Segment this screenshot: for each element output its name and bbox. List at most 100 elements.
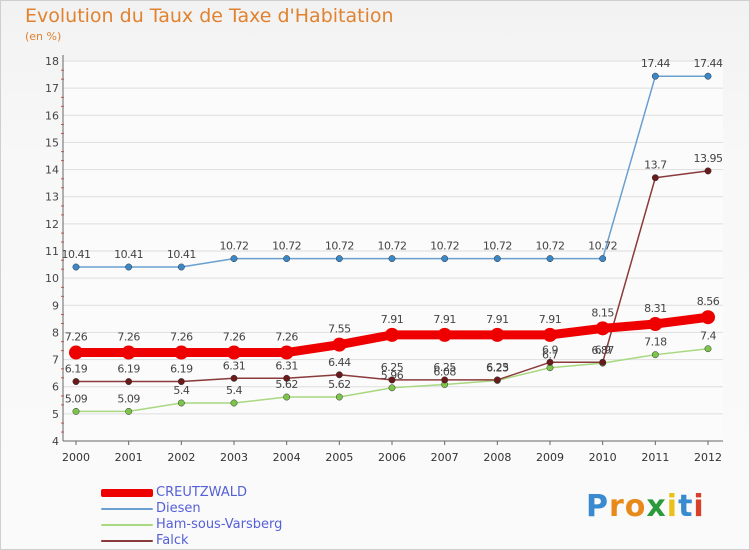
data-label: 6.19 [117, 363, 140, 376]
data-point [177, 263, 185, 271]
legend-label: Ham-sous-Varsberg [156, 517, 283, 532]
y-tick-label: 7 [52, 354, 59, 367]
x-tick-label: 2012 [694, 451, 722, 464]
data-label: 6.9 [595, 343, 611, 356]
data-point [125, 263, 133, 271]
data-point [227, 345, 241, 360]
data-point [493, 255, 501, 263]
y-tick-label: 18 [45, 55, 59, 68]
data-label: 7.26 [170, 331, 193, 344]
x-tick-label: 2001 [115, 451, 143, 464]
logo-letter: i [666, 489, 679, 524]
data-label: 13.7 [644, 159, 667, 172]
data-point [441, 376, 449, 384]
data-label: 17.44 [694, 57, 723, 70]
x-tick-label: 2004 [273, 451, 301, 464]
legend-label: CREUTZWALD [156, 485, 247, 500]
data-label: 6.31 [223, 359, 246, 372]
data-label: 6.7 [542, 349, 558, 362]
y-tick-label: 13 [45, 191, 59, 204]
data-point [546, 358, 554, 366]
data-label: 10.41 [167, 248, 196, 261]
x-tick-label: 2011 [641, 451, 669, 464]
data-point [332, 337, 347, 352]
data-label: 8.56 [697, 295, 720, 308]
x-tick-label: 2009 [536, 451, 564, 464]
data-point [704, 345, 712, 353]
logo-letter: t [678, 489, 694, 524]
x-tick-label: 2005 [325, 451, 353, 464]
data-point [651, 72, 659, 80]
data-label: 5.4 [226, 384, 242, 397]
data-point [704, 167, 712, 175]
data-label: 7.18 [644, 336, 667, 349]
data-label: 7.26 [65, 331, 88, 344]
x-tick-label: 2000 [62, 451, 90, 464]
y-tick-label: 6 [52, 381, 59, 394]
chart-title: Evolution du Taux de Taxe d'Habitation [25, 5, 394, 27]
data-label: 7.91 [381, 313, 404, 326]
data-label: 5.96 [381, 369, 404, 382]
y-tick-label: 10 [45, 272, 59, 285]
x-tick-label: 2007 [431, 451, 459, 464]
data-point [72, 378, 80, 386]
data-point [388, 376, 396, 384]
data-label: 6.25 [433, 361, 456, 374]
data-label: 10.72 [325, 240, 354, 253]
data-point [437, 327, 452, 342]
data-point [595, 321, 610, 336]
data-label: 5.4 [173, 384, 189, 397]
data-label: 7.91 [539, 313, 562, 326]
data-point [651, 174, 659, 182]
data-label: 17.44 [641, 57, 670, 70]
data-label: 7.26 [275, 331, 298, 344]
data-point [599, 255, 607, 263]
data-label: 10.72 [378, 240, 407, 253]
logo-letter: P [586, 489, 609, 524]
data-point [283, 393, 291, 401]
data-point [230, 255, 238, 263]
data-label: 5.62 [275, 378, 298, 391]
data-point [388, 384, 396, 392]
y-tick-label: 17 [45, 82, 59, 95]
data-label: 10.41 [114, 248, 143, 261]
data-point [283, 374, 291, 382]
y-tick-label: 16 [45, 109, 59, 122]
data-label: 7.26 [117, 331, 140, 344]
legend-label: Falck [156, 533, 189, 548]
data-point [230, 374, 238, 382]
data-point [599, 358, 607, 366]
data-label: 10.41 [62, 248, 91, 261]
data-label: 10.72 [588, 240, 617, 253]
data-label: 5.09 [65, 392, 88, 405]
logo-letter: r [609, 489, 625, 524]
data-point [69, 345, 83, 360]
data-label: 6.31 [275, 359, 298, 372]
data-point [651, 351, 659, 359]
y-tick-label: 11 [45, 245, 59, 258]
legend-label: Diesen [156, 501, 201, 516]
y-tick-label: 12 [45, 218, 59, 231]
data-point [177, 399, 185, 407]
data-label: 6.87 [591, 344, 614, 357]
data-label: 13.95 [694, 152, 723, 165]
y-tick-label: 9 [52, 299, 59, 312]
legend-swatch [101, 508, 153, 510]
data-point [174, 345, 189, 360]
y-tick-label: 8 [52, 326, 59, 339]
data-point [704, 72, 712, 80]
data-point [121, 345, 136, 360]
legend-swatch [101, 540, 153, 542]
data-point [125, 407, 133, 415]
data-point [335, 255, 343, 263]
data-point [125, 378, 133, 386]
data-label: 7.26 [223, 331, 246, 344]
y-tick-label: 14 [45, 164, 59, 177]
data-label: 10.72 [272, 240, 301, 253]
logo-letter: o [624, 489, 647, 524]
data-label: 6.9 [542, 343, 558, 356]
data-point [385, 327, 399, 342]
logo-letter: i [693, 489, 705, 524]
